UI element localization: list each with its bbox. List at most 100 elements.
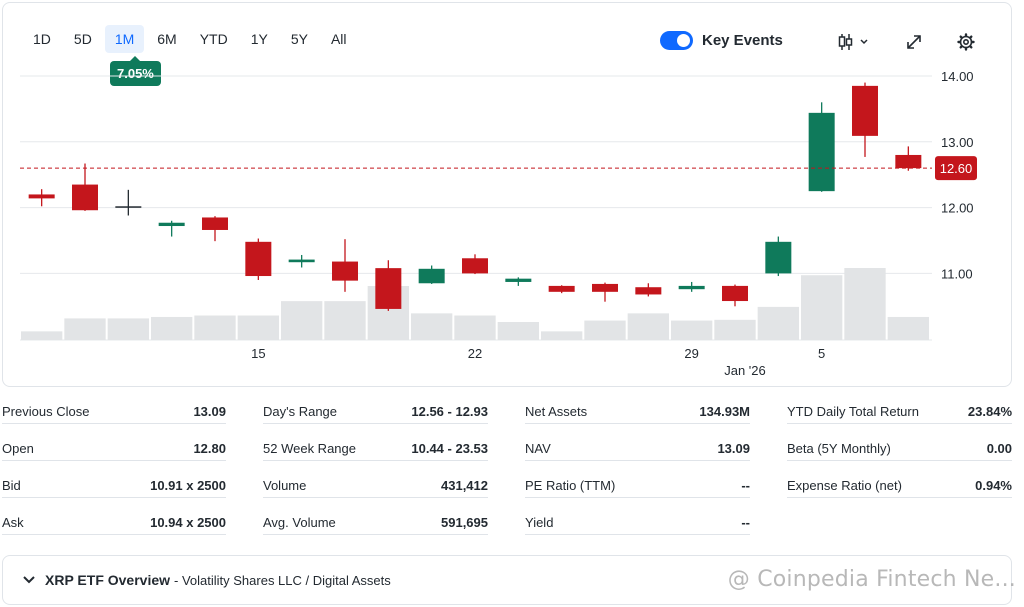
candle-body [462,258,488,274]
stat-yield: Yield -- [525,511,750,535]
tab-1d[interactable]: 1D [33,31,51,47]
tab-all[interactable]: All [330,31,347,47]
stat-beta: Beta (5Y Monthly) 0.00 [787,437,1012,461]
tab-1y[interactable]: 1Y [250,31,268,47]
quote-stats: Previous Close 13.09 Open 12.80 Bid 10.9… [0,398,1024,548]
stat-pe-ratio: PE Ratio (TTM) -- [525,474,750,498]
stat-volume: Volume 431,412 [263,474,488,498]
stat-label: PE Ratio (TTM) [525,478,616,493]
stat-label: YTD Daily Total Return [787,404,919,419]
range-change-badge: 7.05% [110,56,161,86]
volume-bar [107,318,149,340]
volume-bar [237,315,279,340]
stat-value: -- [741,478,750,493]
stat-value: 12.56 - 12.93 [411,404,488,419]
key-events-label: Key Events [702,32,783,49]
candle-body [332,261,358,281]
stat-net-assets: Net Assets 134.93M [525,400,750,424]
expand-icon[interactable] [903,31,925,53]
volume-bar [411,313,453,340]
tab-6m[interactable]: 6M [157,31,177,47]
candle-body [158,222,185,227]
overview-subtitle: - Volatility Shares LLC / Digital Assets [174,572,391,588]
candle-body [852,85,878,136]
tab-5y[interactable]: 5Y [290,31,308,47]
volume-bar [64,318,106,340]
overview-toggle[interactable]: XRP ETF Overview - Volatility Shares LLC… [2,555,1012,605]
volume-bar [671,320,713,340]
stat-label: Day's Range [263,404,338,419]
key-events-toggle[interactable] [660,31,693,50]
volume-bar [151,316,193,340]
candle-body [288,259,315,263]
stat-label: NAV [525,441,551,456]
range-tabs: 1D 5D 1M 6M YTD 1Y 5Y All [23,25,360,53]
x-tick-label: 15 [251,346,265,361]
volume-bar [887,316,929,340]
candle-body [28,194,55,199]
stat-value: 13.09 [193,404,226,419]
volume-bar [801,275,843,340]
stat-value: 134.93M [699,404,750,419]
stat-value: 23.84% [967,404,1012,419]
tab-ytd[interactable]: YTD [199,31,228,47]
stat-ytd-return: YTD Daily Total Return 23.84% [787,400,1012,424]
candle-body [72,184,98,211]
volume-bar [541,331,583,340]
candle-body [245,241,272,277]
gear-icon[interactable] [955,31,977,53]
overview-title: XRP ETF Overview [45,572,171,588]
stat-value: 431,412 [441,478,488,493]
volume-bar [194,315,236,340]
volume-bar [281,301,323,340]
y-tick-label: 11.00 [941,266,973,281]
volume-bar [21,331,63,340]
volume-bar [584,320,626,340]
volume-bar [844,268,886,340]
tab-1m[interactable]: 1M [104,25,145,53]
x-tick-label: 29 [684,346,698,361]
stat-open: Open 12.80 [2,437,226,461]
stat-value: 0.00 [986,441,1012,456]
stat-expense-ratio: Expense Ratio (net) 0.94% [787,474,1012,498]
volume-bar [497,322,539,340]
key-events-control[interactable]: Key Events [660,31,783,50]
candle-body [722,285,748,302]
candle-body [592,283,618,292]
stat-label: Avg. Volume [263,515,336,530]
candle-body [635,287,662,295]
stat-bid: Bid 10.91 x 2500 [2,474,226,498]
chart-type-icon[interactable] [836,31,872,53]
stat-label: Expense Ratio (net) [787,478,902,493]
x-sublabel: Jan '26 [724,363,766,378]
stat-value: 10.44 - 23.53 [411,441,488,456]
stat-label: Previous Close [2,404,90,419]
volume-bar [714,319,756,340]
watermark: @ Coinpedia Fintech Ne... [727,567,1016,592]
price-chart[interactable]: 14.00 13.00 12.00 11.00 12.60 15 22 29 5 Jan '26 [0,0,1024,390]
candle-body [895,154,922,169]
stat-52-week-range: 52 Week Range 10.44 - 23.53 [263,437,488,461]
stat-label: Net Assets [525,404,588,419]
stat-value: 10.94 x 2500 [150,515,226,530]
candle-body [505,278,532,282]
candle-body [765,241,792,274]
stat-label: Open [2,441,34,456]
stat-label: 52 Week Range [263,441,356,456]
tab-5d[interactable]: 5D [73,31,92,47]
volume-bar [324,301,366,340]
volume-bar [454,315,496,340]
candle-body [678,285,705,290]
stat-label: Ask [2,515,24,530]
chevron-down-icon [23,573,35,587]
stat-label: Bid [2,478,21,493]
candle-body [115,206,142,208]
stat-label: Yield [525,515,554,530]
current-price-label: 12.60 [940,161,973,176]
y-tick-label: 13.00 [941,135,974,150]
candle-body [418,268,445,284]
stat-value: -- [741,515,750,530]
stat-days-range: Day's Range 12.56 - 12.93 [263,400,488,424]
candle-body [808,112,835,192]
stat-value: 10.91 x 2500 [150,478,226,493]
